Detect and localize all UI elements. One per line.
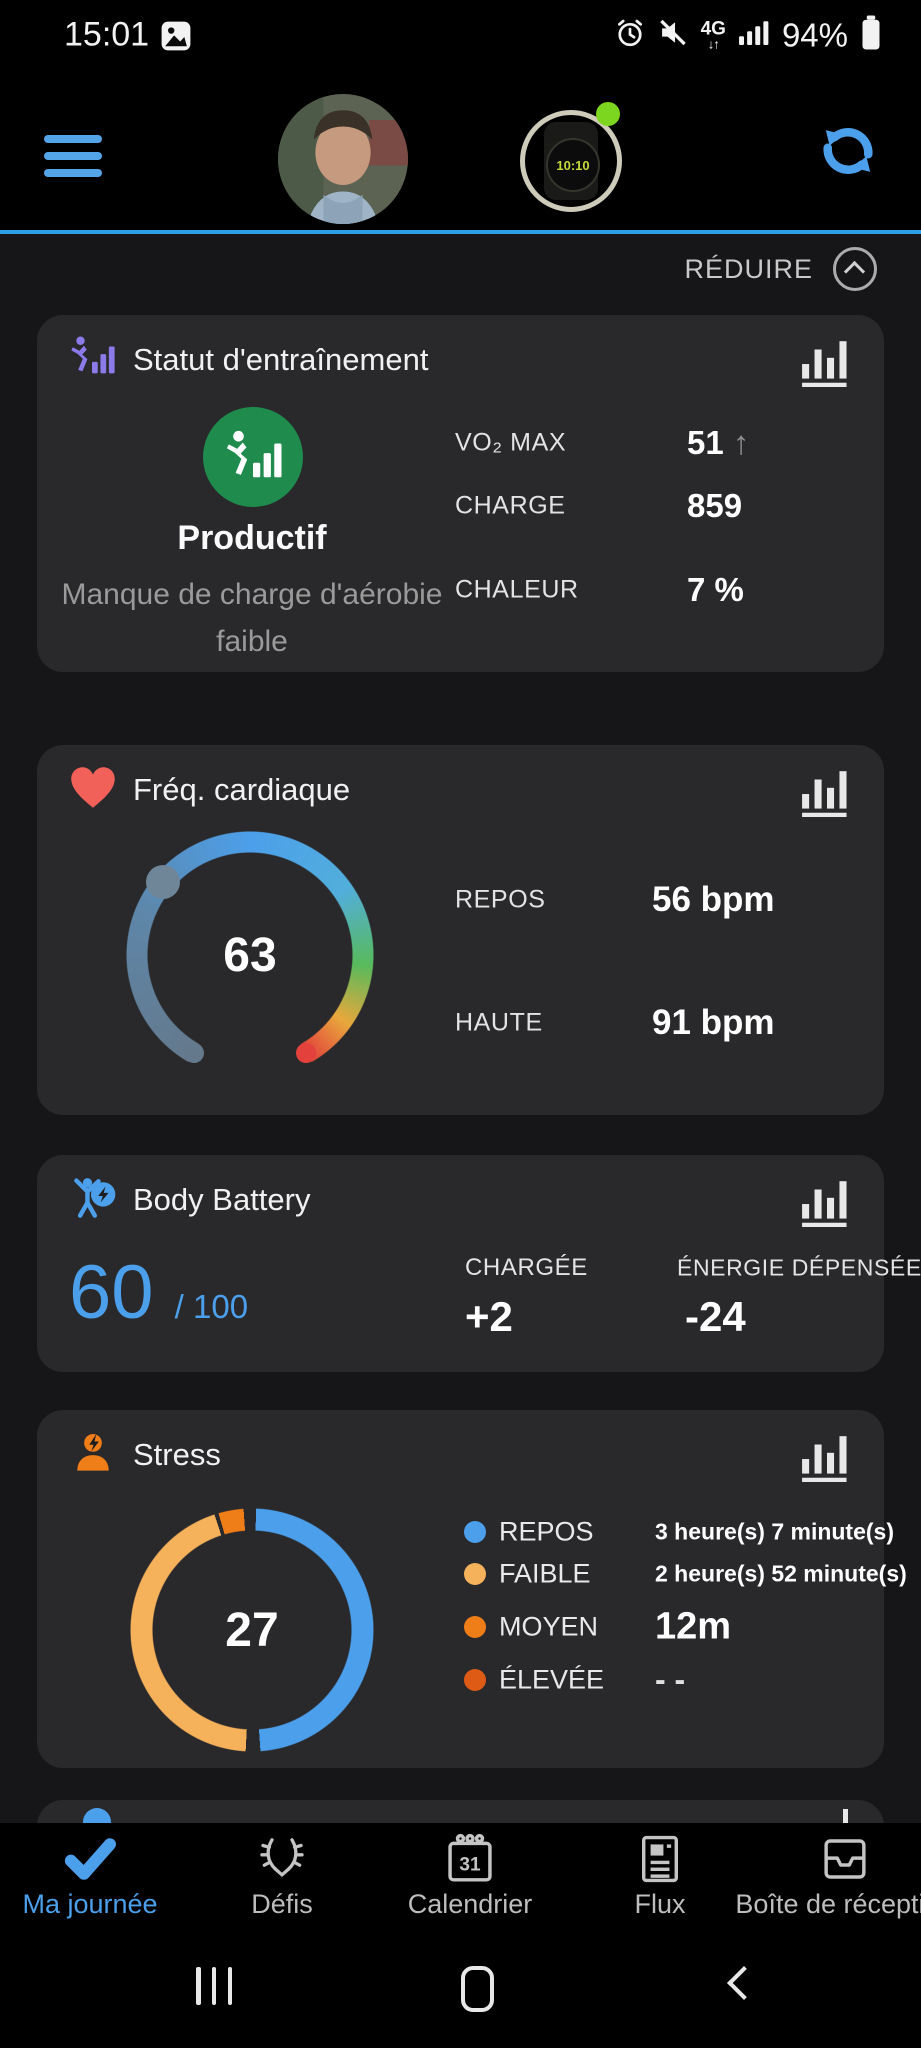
stress-donut-ring <box>130 1508 374 1752</box>
status-icons: 4G ↓↑ 94% <box>615 15 881 55</box>
body-battery-icon <box>69 1175 117 1228</box>
nav-item-ma-journee[interactable]: Ma journée <box>0 1823 180 1925</box>
stress-icon <box>69 1430 117 1483</box>
menu-icon[interactable] <box>44 135 102 179</box>
legend-value: 12m <box>655 1605 732 1648</box>
battery-percent: 94% <box>781 16 848 53</box>
legend-value: 2 heure(s) 52 minute(s) <box>655 1560 907 1587</box>
network-type: 4G <box>700 18 726 40</box>
metric-value: 859 <box>687 487 743 524</box>
body-battery-value: 60 / 100 <box>69 1250 249 1335</box>
partial-chart-icon <box>843 1809 848 1823</box>
card-title: Stress <box>133 1437 221 1472</box>
metric-label: HAUTE <box>455 1008 543 1037</box>
heart-rate-gauge: 63 <box>125 830 375 1080</box>
legend-label: MOYEN <box>499 1611 599 1642</box>
watch-face: 10:10 <box>546 138 600 192</box>
nav-item-defis[interactable]: Défis <box>192 1823 372 1925</box>
heart-rate-marker <box>146 865 180 899</box>
data-arrows-icon: ↓↑ <box>707 36 720 52</box>
metric-label: REPOS <box>455 885 546 914</box>
mute-icon <box>658 18 688 53</box>
clock-time: 15:01 <box>64 15 150 54</box>
app-header: 10:10 <box>0 70 921 232</box>
training-status-badge <box>203 407 303 507</box>
metric-value: 7 % <box>687 571 744 608</box>
legend-dot-elevee <box>464 1669 486 1691</box>
training-status-card[interactable]: Statut d'entraînement Productif Manque d… <box>37 315 884 672</box>
status-bar: 15:01 4G ↓↑ 94% <box>0 0 921 70</box>
training-status-value: Productif <box>177 519 327 557</box>
laurel-icon <box>192 1833 372 1885</box>
heart-rate-chart-icon[interactable] <box>800 769 854 818</box>
legend-value: 3 heure(s) 7 minute(s) <box>655 1518 894 1545</box>
calendar-icon: 31 <box>380 1833 560 1885</box>
calendar-day: 31 <box>459 1854 481 1875</box>
training-chart-icon[interactable] <box>800 339 854 388</box>
body-battery-chart-icon[interactable] <box>800 1179 854 1228</box>
metric-value: 91 bpm <box>652 1003 775 1042</box>
legend-value: - - <box>655 1661 686 1698</box>
header-divider <box>0 230 921 234</box>
legend-dot-repos <box>464 1521 486 1543</box>
metric-label: CHARGE <box>455 491 566 520</box>
collapse-toggle[interactable]: RÉDUIRE <box>684 247 877 291</box>
check-icon <box>0 1833 180 1885</box>
recents-button[interactable] <box>196 1967 232 2005</box>
watch-ring <box>520 110 622 212</box>
watch-status-dot <box>596 102 620 126</box>
card-title: Fréq. cardiaque <box>133 772 351 807</box>
watch-device-button[interactable]: 10:10 <box>510 100 632 222</box>
metric-value: 56 bpm <box>652 880 775 919</box>
legend-dot-moyen <box>464 1616 486 1638</box>
card-title: Body Battery <box>133 1182 311 1217</box>
trend-up-arrow: ↑ <box>732 424 750 461</box>
metric-value: 51 ↑ <box>687 424 750 461</box>
inbox-icon <box>735 1833 921 1885</box>
bottom-navigation: Ma journée Défis 31 Calendrier <box>0 1823 921 1925</box>
metric-value: -24 <box>685 1293 746 1340</box>
legend-label: REPOS <box>499 1516 594 1547</box>
legend-dot-faible <box>464 1563 486 1585</box>
screenshot-icon <box>160 20 192 57</box>
training-status-icon <box>69 335 115 386</box>
card-title: Statut d'entraînement <box>133 342 429 377</box>
back-button[interactable] <box>727 1966 761 2000</box>
watch-time: 10:10 <box>556 157 590 173</box>
sync-icon[interactable] <box>816 119 880 183</box>
home-button[interactable] <box>461 1966 494 2012</box>
metric-label: VO₂ MAX <box>455 428 567 457</box>
system-navigation <box>0 1925 921 2048</box>
body-battery-max: / 100 <box>174 1288 249 1325</box>
collapse-label: RÉDUIRE <box>684 253 813 284</box>
avatar[interactable] <box>278 94 408 224</box>
battery-icon <box>861 15 881 55</box>
alarm-icon <box>615 18 645 53</box>
nav-item-flux[interactable]: Flux <box>570 1823 750 1925</box>
metric-label: ÉNERGIE DÉPENSÉE <box>677 1254 921 1281</box>
network-4g-icon: 4G ↓↑ <box>701 20 726 51</box>
heart-icon <box>69 765 117 815</box>
stress-chart-icon[interactable] <box>800 1434 854 1483</box>
news-icon <box>570 1833 750 1885</box>
stress-donut: 27 <box>130 1508 374 1752</box>
metric-label: CHALEUR <box>455 575 579 604</box>
stress-card[interactable]: Stress 27 REPOS 3 heure(s) 7 minute(s) F… <box>37 1410 907 1768</box>
legend-label: ÉLEVÉE <box>499 1664 605 1695</box>
legend-label: FAIBLE <box>499 1558 591 1589</box>
metric-value: +2 <box>465 1293 513 1340</box>
chevron-up-icon <box>833 247 877 291</box>
training-status-detail: Manque de charge d'aérobie faible <box>61 578 443 658</box>
heart-rate-card[interactable]: Fréq. cardiaque 63 REPOS 56 bpm HAUTE 91… <box>37 745 884 1115</box>
stress-current: 27 <box>225 1603 279 1657</box>
signal-icon <box>738 20 769 51</box>
heart-rate-current: 63 <box>223 928 277 982</box>
metric-label: CHARGÉE <box>465 1254 588 1281</box>
body-battery-card[interactable]: Body Battery 60 / 100 CHARGÉE +2 ÉNERGIE… <box>37 1155 921 1372</box>
nav-item-boite-de-reception[interactable]: Boîte de réception <box>735 1823 921 1925</box>
nav-item-calendrier[interactable]: 31 Calendrier <box>380 1823 560 1925</box>
